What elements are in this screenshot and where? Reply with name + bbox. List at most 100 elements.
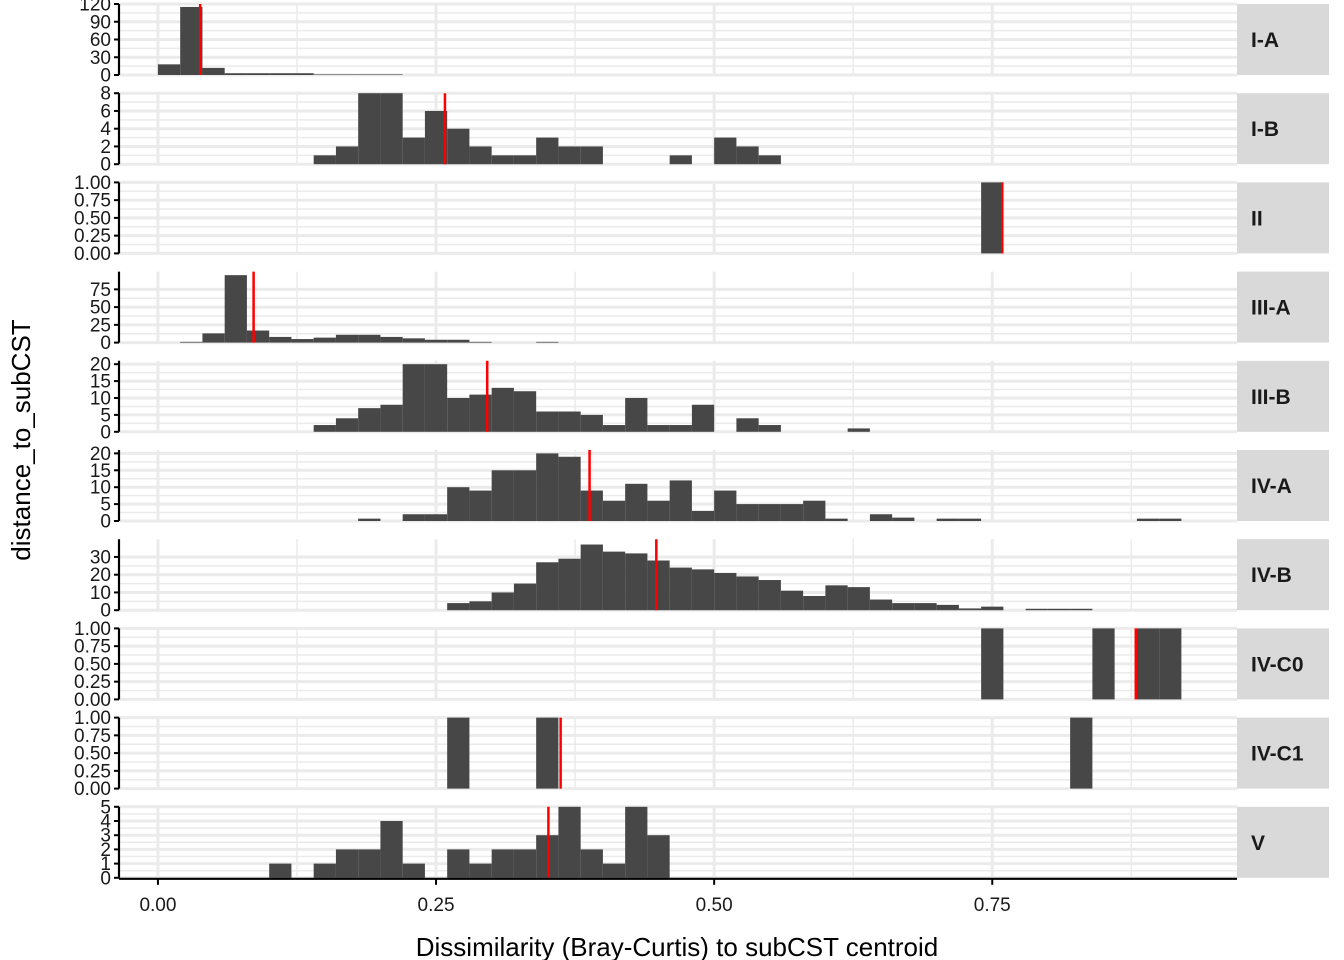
y-tick-label: 30 bbox=[90, 547, 111, 568]
histogram-bar bbox=[669, 567, 692, 611]
histogram-bar bbox=[536, 411, 559, 432]
histogram-bar bbox=[358, 93, 381, 165]
y-tick-label: 2 bbox=[100, 840, 111, 861]
facet-strip bbox=[1237, 806, 1329, 878]
y-tick-label: 0.25 bbox=[74, 761, 111, 782]
histogram-bar bbox=[958, 518, 982, 521]
histogram-bar bbox=[380, 74, 403, 75]
y-tick-label: 5 bbox=[100, 405, 111, 426]
facet-strip-label: V bbox=[1251, 832, 1265, 855]
y-tick-label: 8 bbox=[100, 84, 111, 105]
histogram-bar bbox=[402, 364, 425, 432]
facet-strip bbox=[1237, 450, 1329, 521]
histogram-bar bbox=[602, 500, 626, 521]
histogram-bar bbox=[402, 137, 425, 165]
y-tick-label: 60 bbox=[90, 30, 111, 51]
histogram-bar bbox=[491, 387, 514, 432]
histogram-bar bbox=[180, 341, 203, 343]
histogram-bar bbox=[1136, 518, 1160, 521]
facet-strip-label: III-B bbox=[1251, 386, 1291, 409]
y-tick-label: 0 bbox=[100, 333, 111, 354]
histogram-bar bbox=[291, 339, 314, 343]
facet-strip-label: IV-A bbox=[1251, 475, 1292, 498]
y-tick-label: 6 bbox=[100, 101, 111, 122]
y-tick-label: 10 bbox=[90, 388, 111, 409]
facet-panel-iv-c1: 0.000.250.500.751.00 IV-C1 bbox=[74, 708, 1329, 800]
y-tick-label: 75 bbox=[90, 280, 111, 301]
y-tick-label: 0.25 bbox=[74, 672, 111, 693]
histogram-bar bbox=[736, 146, 759, 165]
facet-strip bbox=[1237, 4, 1329, 75]
histogram-bar bbox=[825, 518, 848, 521]
facet-strip bbox=[1237, 271, 1329, 343]
histogram-bar bbox=[491, 470, 514, 521]
x-tick-label: 0.25 bbox=[418, 895, 455, 916]
histogram-bar bbox=[714, 137, 737, 165]
histogram-bar bbox=[469, 601, 492, 611]
histogram-bar bbox=[358, 74, 381, 75]
histogram-bar bbox=[803, 500, 826, 521]
histogram-bar bbox=[447, 849, 470, 878]
histogram-bar bbox=[780, 590, 804, 611]
histogram-bar bbox=[714, 490, 737, 521]
y-tick-label: 0.50 bbox=[74, 208, 111, 229]
histogram-bar bbox=[847, 587, 870, 611]
histogram-bar bbox=[313, 337, 336, 343]
facet-strip bbox=[1237, 93, 1329, 165]
histogram-bar bbox=[313, 155, 336, 165]
facet-strip bbox=[1237, 717, 1329, 789]
histogram-bar bbox=[580, 544, 603, 611]
y-tick-label: 50 bbox=[90, 298, 111, 319]
y-tick-label: 0 bbox=[100, 155, 111, 176]
histogram-bar bbox=[758, 504, 781, 521]
histogram-bar bbox=[580, 146, 603, 165]
y-tick-label: 0.00 bbox=[74, 244, 111, 265]
y-tick-label: 15 bbox=[90, 372, 111, 393]
histogram-bar bbox=[847, 428, 870, 432]
y-tick-label: 10 bbox=[90, 583, 111, 604]
histogram-bar bbox=[625, 806, 648, 878]
histogram-bar bbox=[358, 334, 381, 343]
histogram-bar bbox=[758, 580, 781, 611]
histogram-bar bbox=[558, 411, 581, 432]
histogram-bar bbox=[602, 425, 626, 432]
histogram-bar bbox=[380, 336, 403, 343]
y-tick-label: 20 bbox=[90, 565, 111, 586]
y-tick-label: 0.00 bbox=[74, 690, 111, 711]
histogram-bar bbox=[513, 391, 537, 432]
histogram-bar bbox=[424, 364, 448, 432]
facet-panel-iv-c0: 0.000.250.500.751.00 IV-C0 bbox=[74, 619, 1329, 711]
histogram-bar bbox=[513, 583, 537, 611]
histogram-bar bbox=[936, 518, 959, 521]
facet-strip-label: I-B bbox=[1251, 118, 1279, 141]
x-tick-label: 0.00 bbox=[139, 895, 176, 916]
y-tick-label: 5 bbox=[100, 495, 111, 516]
histogram-bar bbox=[647, 500, 670, 521]
histogram-bar bbox=[335, 418, 359, 432]
histogram-bar bbox=[758, 155, 781, 165]
histogram-bar bbox=[1092, 628, 1115, 700]
histogram-bar bbox=[313, 863, 336, 878]
histogram-bar bbox=[691, 569, 715, 611]
histogram-bar bbox=[580, 414, 603, 432]
y-tick-label: 0.75 bbox=[74, 637, 111, 658]
y-tick-label: 0 bbox=[100, 601, 111, 622]
histogram-bar bbox=[536, 453, 559, 521]
histogram-bar bbox=[380, 821, 403, 878]
histogram-bar bbox=[157, 64, 181, 75]
histogram-bar bbox=[380, 404, 403, 432]
histogram-bar bbox=[892, 517, 915, 521]
histogram-bar bbox=[691, 404, 715, 432]
histogram-bar bbox=[358, 849, 381, 878]
histogram-bar bbox=[669, 155, 692, 165]
histogram-bar bbox=[625, 553, 648, 611]
y-tick-label: 0 bbox=[100, 868, 111, 889]
histogram-bar bbox=[691, 510, 715, 521]
histogram-bar bbox=[869, 599, 893, 611]
y-tick-label: 1.00 bbox=[74, 708, 111, 729]
histogram-bar bbox=[602, 551, 626, 611]
